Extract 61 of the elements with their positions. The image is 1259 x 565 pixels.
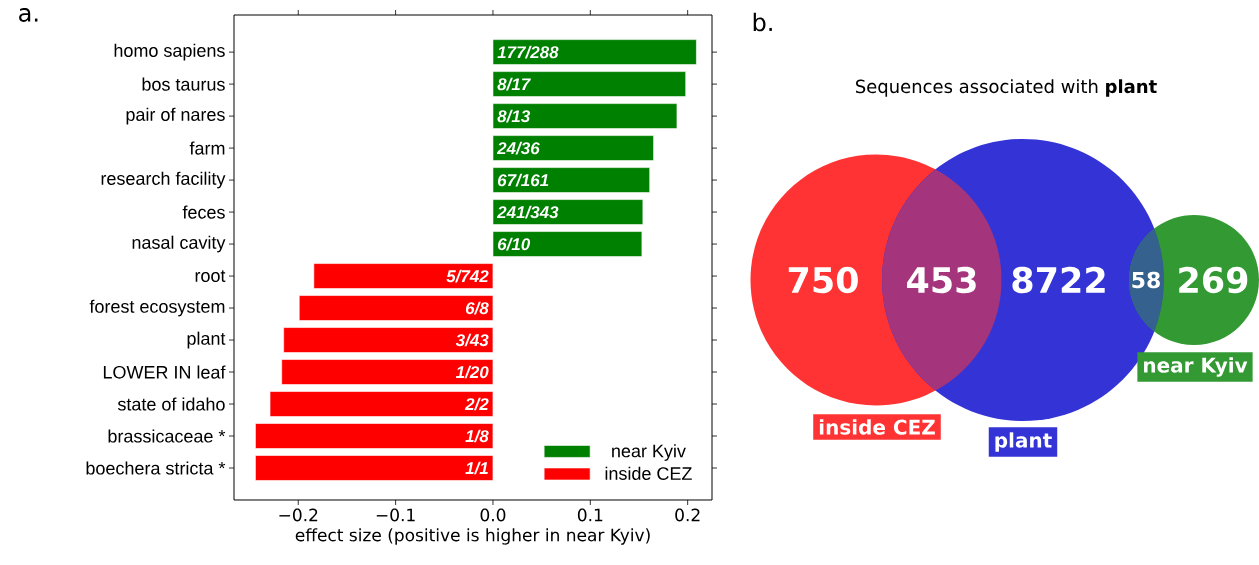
bar — [492, 231, 643, 257]
category-label: inside CEZ — [819, 419, 935, 435]
bar — [255, 423, 494, 449]
y-tick-label: root — [195, 270, 226, 282]
legend-label: inside CEZ — [605, 466, 692, 480]
bar — [492, 39, 697, 65]
annotation: 67/161 — [497, 173, 549, 187]
x-tick-label: 0.1 — [577, 508, 603, 522]
text: 750 — [788, 266, 858, 294]
annotation: 177/288 — [497, 45, 559, 59]
annotation: 2/2 — [464, 397, 489, 411]
legend-label: near Kyiv — [612, 444, 686, 461]
y-tick-label: farm — [189, 141, 225, 155]
annotation: 1/8 — [465, 429, 489, 443]
y-tick-label: brassicaceae * — [108, 429, 226, 443]
text: 453 — [907, 266, 976, 294]
bar — [281, 359, 494, 385]
x-tick-label: −0.1 — [376, 508, 415, 522]
x-axis-title: effect size (positive is higher in near Kyiv) — [295, 528, 650, 545]
bar — [492, 167, 650, 193]
text: 8722 — [1012, 266, 1105, 294]
y-tick-label: research facility — [101, 171, 226, 189]
bar — [492, 71, 687, 97]
y-tick-label: plant — [187, 331, 226, 349]
annotation: 6/10 — [497, 237, 531, 251]
category-label: plant — [995, 432, 1052, 452]
annotation: 6/8 — [465, 301, 489, 315]
x-tick-label: 0.0 — [480, 508, 506, 522]
y-tick-label: boechera stricta * — [86, 461, 226, 475]
text: 269 — [1179, 266, 1248, 294]
y-tick-label: homo sapiens — [114, 43, 225, 61]
annotation: 8/13 — [497, 109, 531, 123]
bar — [492, 103, 678, 129]
text: b. — [753, 12, 772, 32]
x-tick-label: −0.2 — [279, 508, 318, 522]
annotation: 3/43 — [455, 333, 489, 347]
y-tick-label: feces — [182, 205, 225, 219]
y-tick-label: pair of nares — [126, 107, 225, 125]
bar — [313, 263, 494, 289]
bar — [298, 295, 494, 321]
bar — [255, 455, 494, 481]
category-label: near Kyiv — [1144, 357, 1248, 377]
annotation: 1/20 — [455, 365, 489, 379]
text: a. — [19, 8, 38, 22]
annotation: 8/17 — [497, 77, 531, 91]
y-tick-label: nasal cavity — [132, 235, 226, 253]
text: Sequences associated with plant — [855, 79, 1157, 97]
bar — [269, 391, 494, 417]
bar — [492, 135, 654, 161]
bar — [492, 199, 644, 225]
y-tick-label: bos taurus — [142, 77, 225, 91]
annotation: 24/36 — [496, 141, 540, 155]
y-tick-label: LOWER IN leaf — [103, 365, 226, 379]
text: 58 — [1132, 271, 1160, 289]
y-tick-label: forest ecosystem — [89, 299, 225, 317]
x-tick-label: 0.2 — [675, 508, 700, 522]
bar — [283, 327, 494, 353]
y-tick-label: state of idaho — [117, 397, 225, 411]
annotation: 241/343 — [496, 205, 559, 219]
annotation: 1/1 — [465, 461, 488, 475]
annotation: 5/742 — [446, 269, 489, 283]
